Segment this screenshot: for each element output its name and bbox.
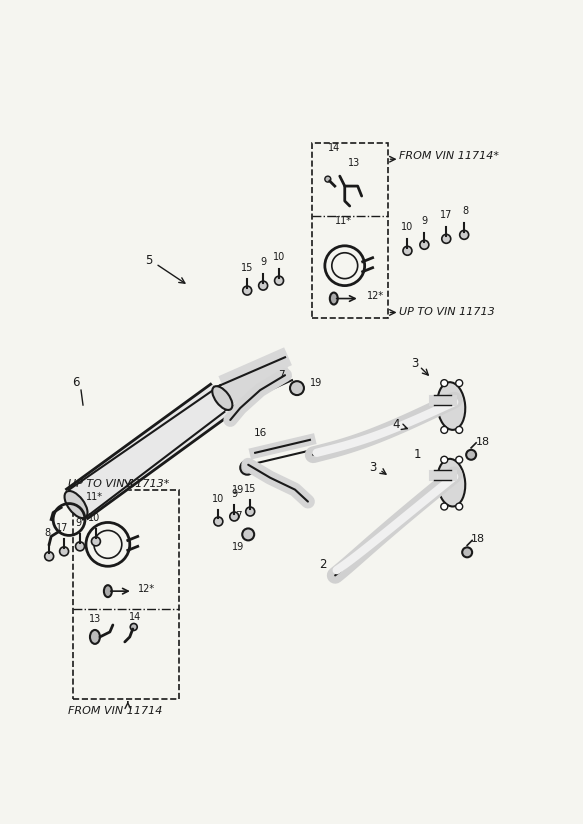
Bar <box>312 143 388 318</box>
Circle shape <box>456 503 463 510</box>
Text: 9: 9 <box>260 257 266 267</box>
Circle shape <box>325 176 331 182</box>
Circle shape <box>130 624 137 630</box>
Text: 1: 1 <box>414 448 421 461</box>
Text: 7: 7 <box>235 511 241 521</box>
Circle shape <box>456 456 463 463</box>
Text: 9: 9 <box>231 489 237 499</box>
Text: UP TO VIN 11713: UP TO VIN 11713 <box>399 307 495 317</box>
Circle shape <box>290 382 304 395</box>
Circle shape <box>459 231 469 239</box>
Text: 11*: 11* <box>86 492 103 502</box>
Circle shape <box>441 380 448 386</box>
Text: 18: 18 <box>471 535 485 545</box>
Ellipse shape <box>212 386 233 410</box>
Ellipse shape <box>65 491 87 518</box>
Circle shape <box>214 517 223 526</box>
Circle shape <box>92 537 100 545</box>
Circle shape <box>466 450 476 460</box>
Text: 19: 19 <box>310 378 322 388</box>
Text: 15: 15 <box>241 263 254 273</box>
Text: 2: 2 <box>319 558 326 571</box>
Text: 19: 19 <box>232 542 244 552</box>
Text: 5: 5 <box>145 255 152 267</box>
Text: FROM VIN 11714*: FROM VIN 11714* <box>399 152 500 162</box>
Text: 3: 3 <box>369 461 376 475</box>
Circle shape <box>275 276 283 285</box>
Text: 8: 8 <box>44 528 50 538</box>
Text: 9: 9 <box>422 216 427 226</box>
Text: 9: 9 <box>75 518 81 528</box>
Circle shape <box>456 427 463 433</box>
Ellipse shape <box>437 459 465 507</box>
Circle shape <box>230 512 239 521</box>
Circle shape <box>456 380 463 386</box>
Circle shape <box>245 507 255 516</box>
Text: UP TO VIN 11713*: UP TO VIN 11713* <box>68 479 170 489</box>
Text: 17: 17 <box>440 210 452 220</box>
Text: 18: 18 <box>476 437 490 447</box>
Circle shape <box>242 528 254 541</box>
Text: 4: 4 <box>393 419 401 432</box>
Text: FROM VIN 11714: FROM VIN 11714 <box>68 705 163 715</box>
Circle shape <box>59 547 69 556</box>
Text: 13: 13 <box>89 614 101 624</box>
Circle shape <box>442 234 451 243</box>
Text: 19: 19 <box>232 485 244 494</box>
Text: 10: 10 <box>273 252 285 262</box>
Circle shape <box>420 241 429 250</box>
Text: 10: 10 <box>88 513 100 523</box>
Text: 14: 14 <box>129 612 141 622</box>
Text: 3: 3 <box>411 357 418 370</box>
Circle shape <box>240 461 254 475</box>
Circle shape <box>441 427 448 433</box>
Circle shape <box>76 542 85 550</box>
Text: 12*: 12* <box>367 291 384 301</box>
Ellipse shape <box>437 382 465 430</box>
Circle shape <box>441 456 448 463</box>
Circle shape <box>462 547 472 557</box>
Ellipse shape <box>90 630 100 644</box>
Ellipse shape <box>104 585 112 597</box>
Text: 12*: 12* <box>138 584 155 594</box>
Text: 15: 15 <box>244 484 257 494</box>
Circle shape <box>403 246 412 255</box>
Text: 10: 10 <box>401 222 413 232</box>
Bar <box>73 489 178 699</box>
Text: 14: 14 <box>328 143 340 153</box>
Text: 10: 10 <box>212 494 224 503</box>
Text: 11*: 11* <box>335 216 352 226</box>
Circle shape <box>45 552 54 561</box>
Text: 6: 6 <box>72 376 80 389</box>
Text: 17: 17 <box>56 523 68 533</box>
Text: 7: 7 <box>279 370 285 380</box>
Text: 13: 13 <box>347 158 360 168</box>
Ellipse shape <box>330 293 338 305</box>
Circle shape <box>441 503 448 510</box>
Text: 16: 16 <box>254 428 267 438</box>
Circle shape <box>243 286 252 295</box>
Text: 8: 8 <box>462 206 468 216</box>
Circle shape <box>259 281 268 290</box>
